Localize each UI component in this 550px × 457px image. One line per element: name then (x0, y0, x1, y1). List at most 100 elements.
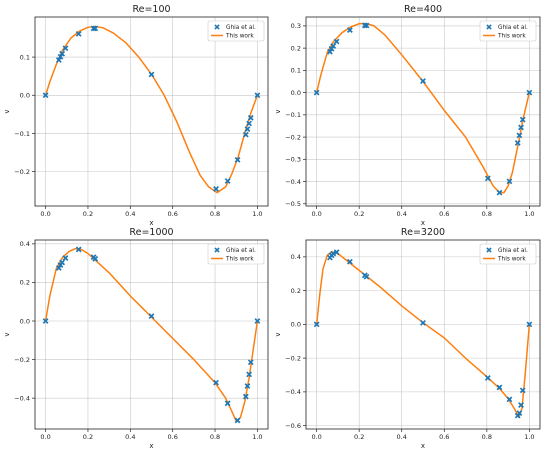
data-point-ghia (234, 417, 241, 424)
x-tick-label: 0.4 (397, 433, 407, 441)
axes-frame (305, 16, 541, 207)
data-point-ghia (330, 43, 337, 49)
axes-frame (34, 16, 269, 207)
legend-label-ghia: Ghia et al. (498, 248, 528, 254)
x-axis-label: x (149, 442, 153, 450)
x-tick-label: 0.8 (482, 433, 492, 441)
data-point-ghia (242, 131, 249, 138)
y-tick-label: −0.3 (285, 156, 301, 164)
y-tick-label: 0.4 (291, 253, 301, 261)
plot-area (35, 240, 268, 429)
data-point-ghia (506, 178, 513, 185)
data-point-ghia (254, 92, 261, 99)
x-tick-label: 0.4 (125, 210, 135, 218)
data-point-ghia (346, 27, 353, 33)
legend-label-this-work: This work (225, 257, 254, 263)
y-axis-label: v (3, 109, 11, 113)
data-point-ghia (333, 38, 340, 45)
data-point-ghia (247, 359, 254, 366)
legend-label-this-work: This work (497, 257, 526, 263)
y-tick-label: −0.2 (14, 168, 30, 176)
data-point-ghia (363, 273, 370, 280)
data-point-ghia (506, 396, 513, 403)
data-point-ghia (244, 383, 251, 389)
chart-title: Re=1000 (129, 227, 173, 238)
y-tick-label: 0.2 (291, 44, 301, 52)
data-point-ghia (330, 250, 337, 257)
x-axis-label: x (421, 219, 425, 227)
plot-area (35, 17, 268, 206)
y-tick-label: −0.2 (14, 356, 30, 364)
data-point-ghia (346, 258, 353, 265)
plot-area (306, 240, 540, 429)
y-tick-label: 0.0 (291, 89, 301, 97)
data-point-ghia (224, 400, 231, 407)
y-tick-label: −0.4 (285, 178, 301, 186)
x-tick-label: 0.2 (354, 433, 364, 441)
legend-marker-ghia (214, 247, 220, 253)
y-tick-label: 0.4 (20, 240, 30, 248)
x-tick-label: 0.0 (311, 433, 321, 441)
axes-frame (305, 239, 541, 430)
subplot-1: 0.0 0.2 0.4 0.6 0.8 1.0 −0.2 −0.1 0.0 0.1 Re=100 x v… (3, 4, 269, 227)
x-tick-label: 0.2 (83, 433, 93, 441)
y-tick-label: 0.1 (20, 53, 30, 61)
data-point-ghia (148, 313, 155, 320)
chart-title: Re=3200 (401, 227, 445, 238)
axes-frame (34, 239, 269, 430)
data-point-ghia (516, 132, 523, 139)
data-point-ghia (313, 89, 320, 96)
data-point-ghia (246, 120, 253, 127)
data-point-ghia (62, 255, 69, 261)
x-tick-label: 0.8 (210, 433, 220, 441)
data-point-ghia (242, 393, 249, 400)
legend-label-ghia: Ghia et al. (226, 25, 256, 31)
data-point-ghia (59, 259, 66, 266)
legend-label-this-work: This work (225, 34, 254, 40)
legend-marker-ghia (486, 247, 492, 253)
data-point-ghia (234, 156, 241, 163)
legend-label-this-work: This work (497, 34, 526, 40)
data-point-ghia (247, 114, 254, 121)
data-point-ghia (246, 371, 253, 378)
chart-title: Re=100 (132, 4, 170, 15)
data-point-ghia (55, 265, 62, 271)
data-point-ghia (363, 22, 370, 29)
data-point-ghia (62, 45, 69, 52)
x-axis-label: x (421, 442, 425, 450)
x-tick-label: 0.6 (439, 210, 449, 218)
y-tick-label: 0.0 (291, 321, 301, 329)
x-tick-label: 1.0 (524, 210, 534, 218)
x-tick-label: 0.4 (397, 210, 407, 218)
legend-label-ghia: Ghia et al. (498, 25, 528, 31)
data-point-ghia (92, 25, 99, 32)
x-tick-label: 0.0 (40, 210, 50, 218)
legend: Ghia et al. This work (479, 243, 537, 265)
legend-marker-ghia (486, 24, 492, 30)
data-point-ghia (514, 140, 521, 146)
y-tick-label: 0.1 (291, 67, 301, 75)
data-point-ghia (148, 71, 155, 78)
y-tick-label: −0.2 (285, 133, 301, 141)
y-tick-label: 0.2 (291, 287, 301, 295)
data-point-ghia (213, 186, 219, 192)
x-tick-label: 0.4 (125, 433, 135, 441)
y-tick-label: −0.6 (285, 422, 301, 430)
plot-area (306, 17, 540, 206)
data-point-ghia (484, 175, 491, 182)
legend-label-ghia: Ghia et al. (226, 248, 256, 254)
data-point-ghia (224, 178, 231, 184)
x-tick-label: 0.8 (482, 210, 492, 218)
y-tick-label: −0.5 (285, 200, 301, 208)
data-point-ghia (42, 92, 49, 99)
y-tick-label: 0.0 (20, 92, 30, 100)
data-point-ghia (42, 318, 49, 324)
data-point-ghia (213, 379, 219, 386)
y-tick-label: 0.2 (20, 279, 30, 287)
data-point-ghia (526, 321, 533, 328)
data-point-ghia (361, 22, 368, 29)
data-point-ghia (92, 255, 99, 262)
data-point-ghia (420, 319, 426, 326)
x-tick-label: 1.0 (524, 433, 534, 441)
